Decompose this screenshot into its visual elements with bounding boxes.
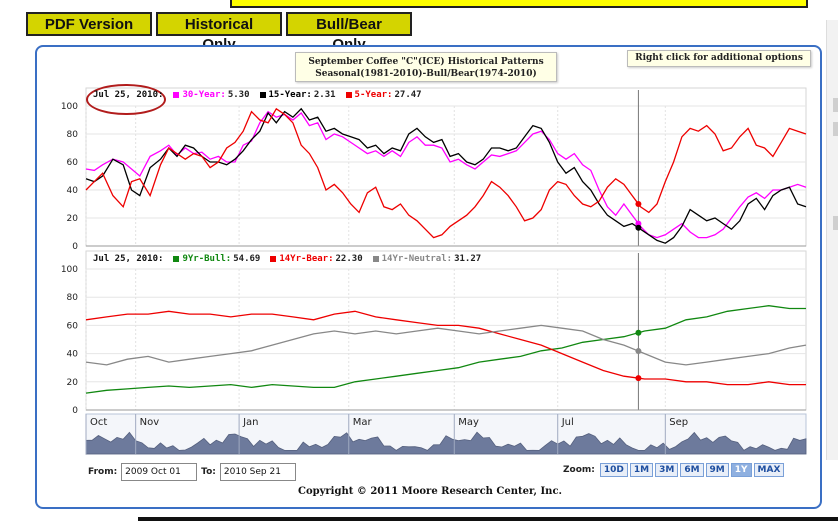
- top-legend: Jul 25, 2010: 30-Year: 5.30 15-Year: 2.31 …: [93, 90, 422, 100]
- navigator-month-label: Mar: [353, 417, 373, 428]
- navigator-month-label: Nov: [140, 417, 160, 428]
- navigator-chart: Oct Nov Jan Mar May Jul Sep: [85, 413, 807, 455]
- plot-area: [85, 87, 807, 247]
- from-label: From:: [88, 467, 118, 477]
- legend-item-9yr-bull: 9Yr-Bull: 54.69: [173, 254, 260, 264]
- tab-pdf-version[interactable]: PDF Version: [26, 12, 152, 36]
- bottom-legend: Jul 25, 2010: 9Yr-Bull: 54.69 14Yr-Bear: 2…: [93, 254, 481, 264]
- zoom-max-button[interactable]: MAX: [753, 463, 785, 477]
- version-tabs: PDF Version Historical Only Bull/Bear On…: [26, 12, 412, 53]
- zoom-controls: Zoom: 10D 1M 3M 6M 9M 1Y MAX: [563, 463, 786, 477]
- seasonal-chart: 0 20 40 60 80 100: [61, 87, 807, 252]
- cursor-point-0: [635, 329, 642, 336]
- sidebar-block: [833, 122, 838, 136]
- zoom-label: Zoom:: [563, 465, 595, 475]
- navigator-month-label: Oct: [90, 417, 107, 428]
- chart-title-box: September Coffee "C"(ICE) Historical Pat…: [295, 52, 557, 82]
- top-banner: [230, 0, 808, 8]
- y-tick-label: 40: [67, 186, 79, 196]
- legend-item-30-year: 30-Year: 5.30: [173, 90, 250, 100]
- bottom-legend-date: Jul 25, 2010:: [93, 254, 164, 264]
- y-tick-label: 60: [67, 321, 79, 331]
- y-tick-label: 80: [67, 293, 79, 303]
- right-click-note[interactable]: Right click for additional options: [627, 50, 811, 67]
- date-range: From: To:: [88, 463, 300, 481]
- y-tick-label: 20: [67, 214, 79, 224]
- series-line-0: [85, 305, 806, 394]
- top-legend-date: Jul 25, 2010:: [93, 90, 164, 100]
- plot-area: [85, 250, 807, 411]
- tab-historical-only[interactable]: Historical Only: [156, 12, 282, 53]
- copyright-text: Copyright © 2011 Moore Research Center, …: [297, 486, 563, 497]
- zoom-1m-button[interactable]: 1M: [629, 463, 654, 477]
- legend-item-5-year: 5-Year: 27.47: [345, 90, 422, 100]
- bull-bear-chart: 0 20 40 60 80 100: [61, 250, 807, 416]
- zoom-9m-button[interactable]: 9M: [705, 463, 729, 477]
- legend-item-15-year: 15-Year: 2.31: [259, 90, 336, 100]
- series-line-2: [85, 324, 807, 366]
- y-tick-label: 60: [67, 158, 79, 168]
- y-tick-label: 0: [72, 406, 78, 416]
- legend-item-14yr-neutral: 14Yr-Neutral: 31.27: [372, 254, 481, 264]
- cursor-point-1: [635, 375, 642, 382]
- cursor-point-2: [635, 201, 642, 207]
- y-tick-label: 100: [61, 265, 78, 275]
- series-line-1: [85, 107, 807, 244]
- series-line-2: [85, 107, 807, 239]
- chart-subtitle: Seasonal(1981-2010)-Bull/Bear(1974-2010): [315, 69, 537, 79]
- y-tick-label: 20: [67, 378, 79, 388]
- right-sidebar-strip: [826, 20, 838, 460]
- navigator-month-label: Sep: [669, 417, 688, 428]
- zoom-10d-button[interactable]: 10D: [599, 463, 628, 477]
- y-tick-label: 80: [67, 130, 79, 140]
- series-line-0: [85, 110, 807, 239]
- cursor-point-2: [635, 348, 642, 355]
- zoom-6m-button[interactable]: 6M: [680, 463, 704, 477]
- date-highlight-ellipse: [86, 84, 166, 115]
- y-tick-label: 40: [67, 350, 79, 360]
- sidebar-block: [833, 98, 838, 112]
- navigator-month-label: Jul: [561, 417, 574, 428]
- y-tick-label: 100: [61, 102, 78, 112]
- to-date-input[interactable]: [219, 463, 296, 481]
- zoom-3m-button[interactable]: 3M: [655, 463, 679, 477]
- navigator-area: [85, 431, 807, 455]
- y-tick-label: 0: [72, 242, 78, 252]
- navigator-month-label: Jan: [242, 417, 258, 428]
- cursor-point-1: [635, 224, 642, 231]
- from-date-input[interactable]: [121, 463, 198, 481]
- legend-item-14yr-bear: 14Yr-Bear: 22.30: [270, 254, 363, 264]
- to-label: To:: [201, 467, 216, 477]
- tab-bull-bear-only[interactable]: Bull/Bear Only: [286, 12, 412, 53]
- series-line-1: [85, 310, 806, 386]
- footer-rule: [138, 517, 838, 521]
- sidebar-block: [833, 216, 838, 230]
- navigator-month-label: May: [458, 417, 479, 428]
- chart-title: September Coffee "C"(ICE) Historical Pat…: [308, 57, 544, 67]
- zoom-1y-button[interactable]: 1Y: [730, 463, 752, 477]
- cursor-point-0: [635, 220, 642, 227]
